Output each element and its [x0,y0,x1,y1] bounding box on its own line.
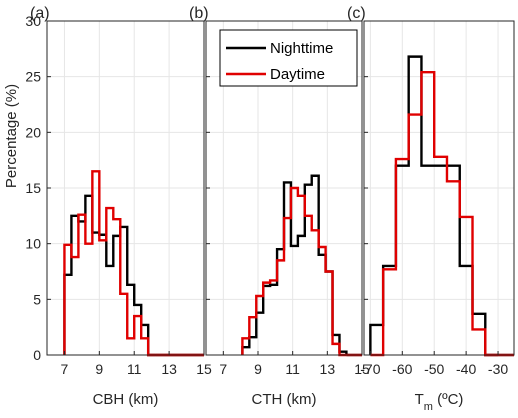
x-tick-label: 13 [320,361,336,377]
histogram-daytime-series [241,186,347,357]
x-axis-label: CBH (km) [93,391,159,408]
x-axis-label: Tm (ºC) [415,391,464,413]
y-tick-label: 10 [25,236,41,252]
x-tick-label: 15 [354,361,370,377]
panel-label: (c) [347,5,366,22]
y-tick-label: 5 [33,291,41,307]
panel-b: 7 9 11 13 15 (b) CTH (km) [189,5,370,408]
x-tick-label: 13 [161,361,177,377]
y-tick-label: 20 [25,124,41,140]
y-axis-label: Percentage (%) [3,84,20,188]
legend-box [219,29,358,87]
panel-a: 7 9 11 13 15 0 5 10 15 20 25 30(a) CBH (km) [25,5,212,408]
x-tick-label: 7 [61,361,69,377]
histogram-daytime-series [370,71,499,357]
x-tick-label: 9 [254,361,262,377]
x-tick-label: 9 [95,361,103,377]
x-tick-label: -60 [392,361,412,377]
x-tick-label: 11 [285,361,300,377]
x-tick-label: 15 [196,361,212,377]
x-tick-label: -50 [424,361,444,377]
x-axis-label: CTH (km) [252,391,317,408]
y-tick-label: 25 [25,69,41,85]
histogram-daytime-series [63,170,156,357]
panel-label: (b) [189,5,209,22]
legend: Nighttime Daytime [219,29,358,87]
x-tick-label: -40 [456,361,476,377]
legend-label-daytime: Daytime [270,66,325,83]
x-tick-label: -30 [488,361,508,377]
x-tick-label: 11 [127,361,142,377]
y-tick-label: 15 [25,180,41,196]
x-tick-label: -70 [360,361,380,377]
panel-label: (a) [30,5,50,22]
legend-label-nighttime: Nighttime [270,40,333,57]
x-tick-label: 7 [219,361,227,377]
y-tick-label: 0 [33,347,41,363]
y-tick-label: 30 [25,13,41,29]
panel-c: -70 -60 -50 -40 -30 (c) Tm (ºC) [347,5,515,413]
